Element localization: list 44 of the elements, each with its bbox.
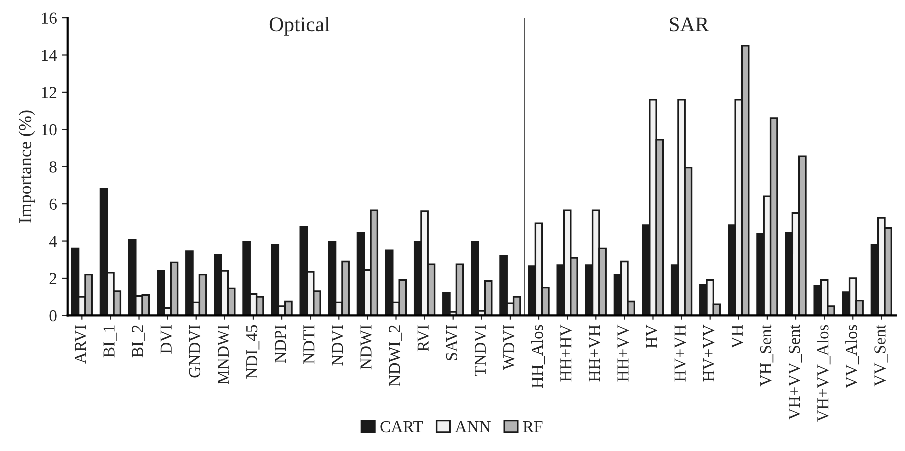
y-tick-label: 10	[42, 124, 57, 136]
x-tick-label: HH_Alos	[531, 325, 546, 388]
y-tick-label: 6	[50, 198, 57, 210]
x-tick-label: NDPI	[275, 325, 286, 364]
x-tick-label: TNDVI	[475, 325, 486, 376]
x-tick-label: WDVI	[504, 325, 515, 370]
legend-label: CART	[380, 421, 424, 433]
x-tick-label: DVI	[160, 325, 172, 354]
y-tick-label: 14	[42, 50, 58, 62]
x-tick-label: GNDVI	[189, 325, 201, 378]
x-tick-label: NDTI	[304, 325, 315, 364]
x-tick-label: VH_Sent	[760, 324, 774, 387]
x-tick-label: NDI_45	[246, 325, 260, 379]
x-tick-label: HH+VV	[618, 324, 629, 382]
x-tick-label: MNDWI	[218, 325, 230, 384]
annotation: SAR	[670, 18, 710, 32]
x-tick-label: HV	[646, 324, 658, 348]
x-tick-label: NDWI	[360, 325, 372, 370]
x-tick-label: SAVI	[446, 325, 458, 360]
y-tick-label: 16	[42, 12, 57, 24]
x-tick-label: VV_Sent	[874, 324, 888, 387]
x-tick-label: VH+VV_Alos	[817, 325, 831, 422]
x-tick-label: ARVI	[75, 325, 86, 364]
legend-label: RF	[523, 422, 543, 432]
x-tick-label: HV+VV	[703, 324, 715, 382]
x-tick-label: HH+VH	[589, 325, 600, 382]
x-tick-label: HH+HV	[560, 324, 572, 382]
x-tick-label: NDVI	[332, 325, 344, 366]
x-tick-label: VV_Alos	[846, 325, 860, 388]
x-tick-label: BI_2	[132, 326, 146, 358]
x-tick-label: VH	[732, 325, 744, 349]
x-tick-label: VH+VV_Sent	[788, 324, 802, 420]
y-tick-label: 0	[50, 310, 57, 322]
x-tick-label: BI_1	[104, 326, 117, 358]
y-tick-label: 12	[42, 87, 57, 98]
y-tick-label: 8	[50, 162, 57, 173]
y-tick-label: 4	[49, 236, 58, 248]
x-tick-label: RVI	[418, 325, 430, 352]
x-tick-label: NDWI_2	[389, 326, 402, 386]
legend-label: ANN	[455, 421, 491, 432]
annotation: Optical	[270, 17, 330, 36]
x-tick-label: HV+VH	[674, 325, 686, 382]
y-tick-label: 2	[50, 273, 57, 284]
y-axis-title: Importance (%)	[18, 110, 36, 224]
